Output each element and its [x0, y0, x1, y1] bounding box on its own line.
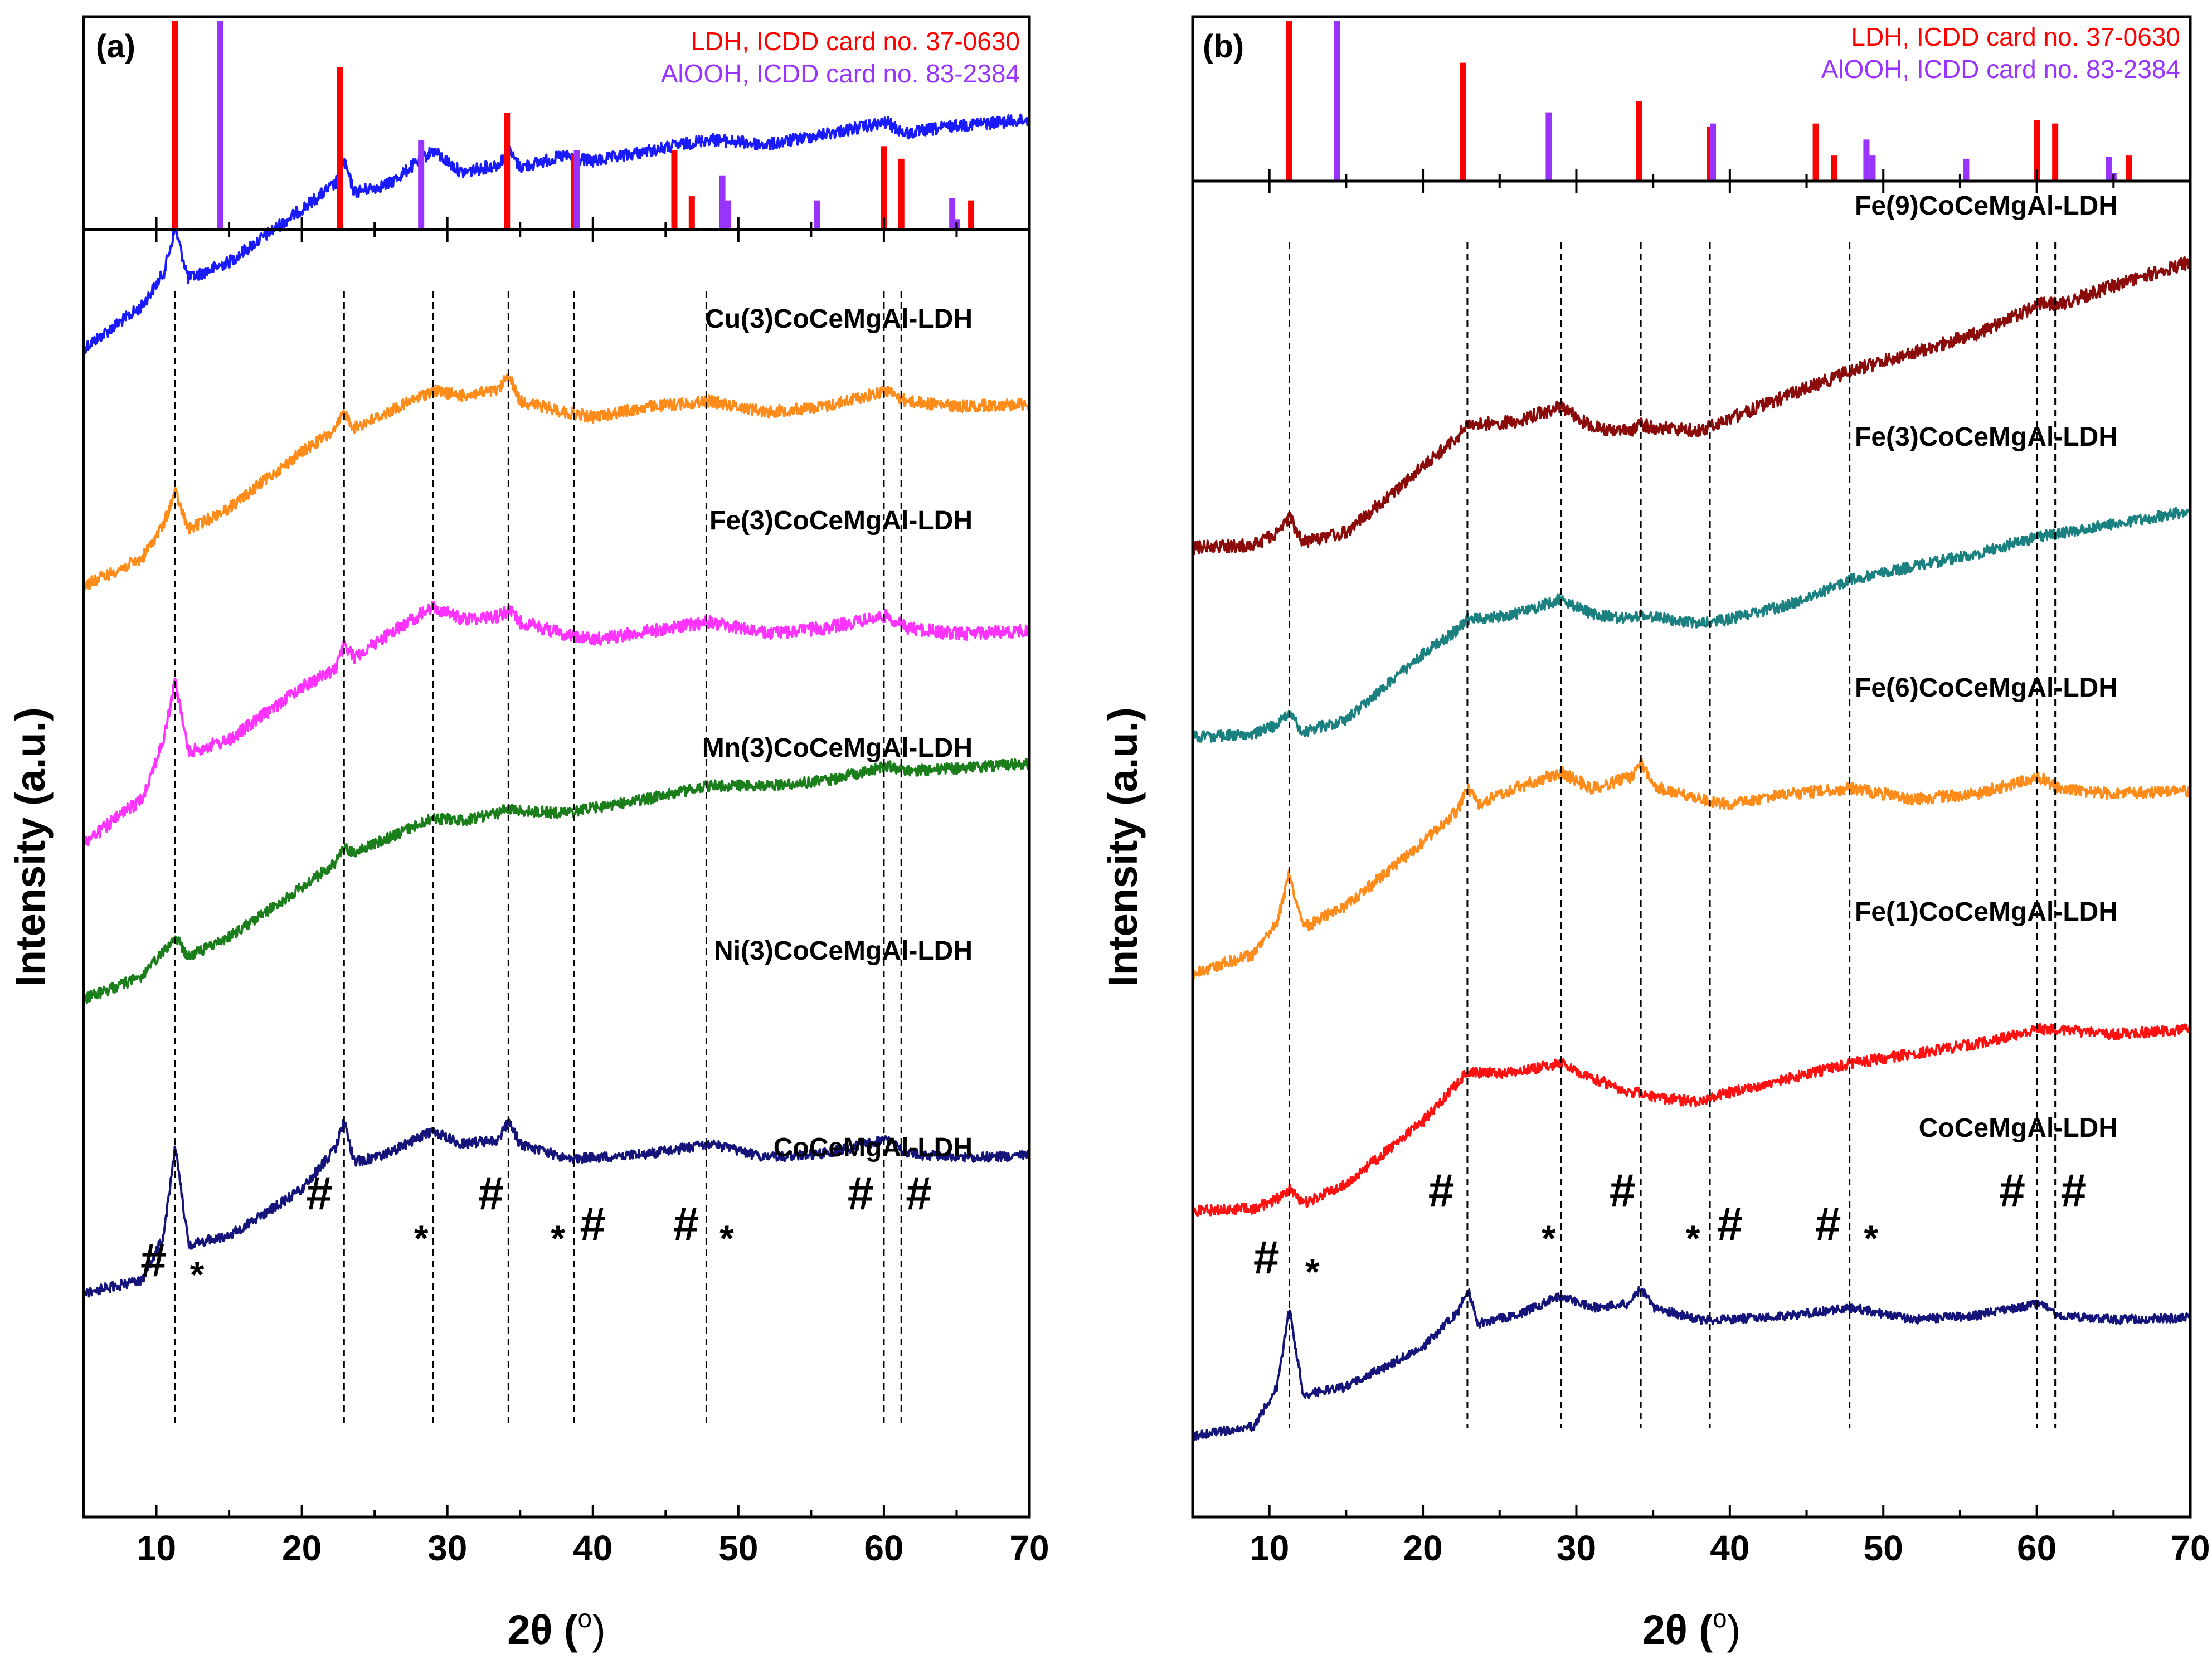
alooh-peak-marker: *: [1686, 1218, 1700, 1259]
panel-b-annotations: # * # * # * # # * # #: [1253, 1164, 2087, 1292]
alooh-peak-marker: *: [1305, 1251, 1320, 1292]
panel-b: # * # * # * # # * # # 10 20 30 40 50 60 70 (b) LDH, ICDD…: [1100, 15, 2210, 1653]
panel-a-label: (a): [96, 28, 135, 65]
panel-b-series: [1192, 256, 2191, 1441]
x-tick-label: 60: [864, 1528, 903, 1568]
panel-a-series-label-mn3: Mn(3)CoCeMgAl-LDH: [702, 733, 973, 763]
panel-a-ticks: 10 20 30 40 50 60 70: [82, 217, 1049, 1568]
panel-b-x-axis-label: 2θ (o): [1642, 1604, 1741, 1653]
panel-b-plot-frame: [1191, 179, 2192, 1519]
series-line-Fe(6)CoCeMgAl-LDH: [1192, 757, 2191, 980]
x-tick-label: 30: [1557, 1528, 1596, 1568]
panel-b-reference-lines: [1286, 21, 2132, 181]
x-tick-label: 40: [1710, 1528, 1749, 1568]
ldh-peak-marker: #: [140, 1234, 167, 1286]
panel-a-annotations: # * # * # * # # * # #: [140, 1167, 932, 1295]
series-line-CoCeMgAl-LDH: [82, 1118, 1030, 1298]
panel-b-series-label-fe1: Fe(1)CoCeMgAl-LDH: [1855, 897, 2118, 927]
panel-a-series-label-cocemgal: CoCeMgAl-LDH: [774, 1133, 973, 1162]
series-line-Fe(1)CoCeMgAl-LDH: [1192, 1023, 2191, 1217]
panel-a: # * # * # * # # * # # 10 20 30 40 50 60 70 (a) LDH, ICDD…: [7, 15, 1049, 1653]
panel-b-series-label-fe6: Fe(6)CoCeMgAl-LDH: [1855, 673, 2118, 703]
panel-b-dashed-guides: [1288, 242, 2057, 1428]
panel-b-label: (b): [1203, 28, 1244, 65]
panel-a-dashed-guides: [174, 291, 902, 1428]
x-tick-label: 20: [1403, 1528, 1442, 1568]
series-line-CoCeMgAl-LDH: [1192, 1286, 2191, 1441]
series-line-Mn(3)CoCeMgAl-LDH: [83, 601, 1030, 846]
x-tick-label: 70: [2170, 1528, 2210, 1568]
panel-b-legend-alooh: AlOOH, ICDD card no. 83-2384: [1821, 55, 2180, 84]
panel-a-y-axis-label: Intensity (a.u.): [7, 707, 54, 987]
ldh-peak-marker: #: [1717, 1198, 1743, 1250]
ldh-peak-marker: #: [673, 1198, 699, 1250]
series-line-Cu(3)CoCeMgAl-LDH: [82, 113, 1030, 354]
x-tick-label: 30: [427, 1528, 467, 1568]
ldh-peak-marker: #: [2060, 1164, 2087, 1217]
series-line-Fe(9)CoCeMgAl-LDH: [1192, 256, 2191, 556]
ldh-peak-marker: #: [1999, 1164, 2025, 1217]
x-tick-label: 60: [2017, 1528, 2057, 1568]
ldh-peak-marker: #: [906, 1167, 932, 1219]
panel-b-series-label-cocemgal: CoCeMgAl-LDH: [1919, 1113, 2118, 1143]
alooh-peak-marker: *: [414, 1218, 429, 1259]
panel-a-series-label-fe3: Fe(3)CoCeMgAl-LDH: [709, 506, 973, 536]
panel-b-series-label-fe3: Fe(3)CoCeMgAl-LDH: [1855, 422, 2118, 452]
panel-a-legend-ldh: LDH, ICDD card no. 37-0630: [691, 27, 1020, 56]
ldh-peak-marker: #: [1428, 1164, 1455, 1217]
panel-a-series-label-cu3: Cu(3)CoCeMgAl-LDH: [705, 304, 973, 334]
x-tick-label: 20: [282, 1528, 322, 1568]
panel-b-legend-ldh: LDH, ICDD card no. 37-0630: [1851, 22, 2180, 51]
panel-a-series-label-ni3: Ni(3)CoCeMgAl-LDH: [714, 936, 973, 966]
panel-b-series-label-fe9: Fe(9)CoCeMgAl-LDH: [1855, 191, 2118, 221]
panel-a-legend-alooh: AlOOH, ICDD card no. 83-2384: [661, 59, 1020, 88]
panel-a-plot-frame: [82, 228, 1031, 1519]
alooh-peak-marker: *: [190, 1254, 205, 1295]
panel-b-y-axis-label: Intensity (a.u.): [1100, 707, 1146, 987]
alooh-peak-marker: *: [1864, 1218, 1878, 1259]
ldh-peak-marker: #: [1253, 1231, 1280, 1283]
panel-a-x-axis-label: 2θ (o): [507, 1604, 606, 1653]
ldh-peak-marker: #: [1610, 1164, 1636, 1217]
x-tick-label: 10: [1250, 1528, 1289, 1568]
x-tick-label: 10: [137, 1528, 176, 1568]
ldh-peak-marker: #: [478, 1167, 504, 1219]
panel-a-reference-lines: [172, 21, 975, 230]
alooh-peak-marker: *: [551, 1218, 565, 1259]
ldh-peak-marker: #: [307, 1167, 333, 1219]
x-tick-label: 40: [573, 1528, 612, 1568]
series-line-Ni(3)CoCeMgAl-LDH: [82, 758, 1030, 1004]
x-tick-label: 50: [718, 1528, 758, 1568]
ldh-peak-marker: #: [580, 1198, 606, 1250]
alooh-peak-marker: *: [719, 1218, 734, 1259]
alooh-peak-marker: *: [1542, 1218, 1556, 1259]
x-tick-label: 50: [1864, 1528, 1903, 1568]
series-line-Fe(3)CoCeMgAl-LDH: [82, 373, 1030, 590]
x-tick-label: 70: [1009, 1528, 1049, 1568]
series-line-Fe(3)CoCeMgAl-LDH: [1192, 507, 2191, 743]
panel-b-ticks: 10 20 30 40 50 60 70: [1192, 169, 2210, 1568]
panel-a-series: [82, 113, 1030, 1298]
ldh-peak-marker: #: [1815, 1198, 1841, 1250]
ldh-peak-marker: #: [848, 1167, 874, 1219]
